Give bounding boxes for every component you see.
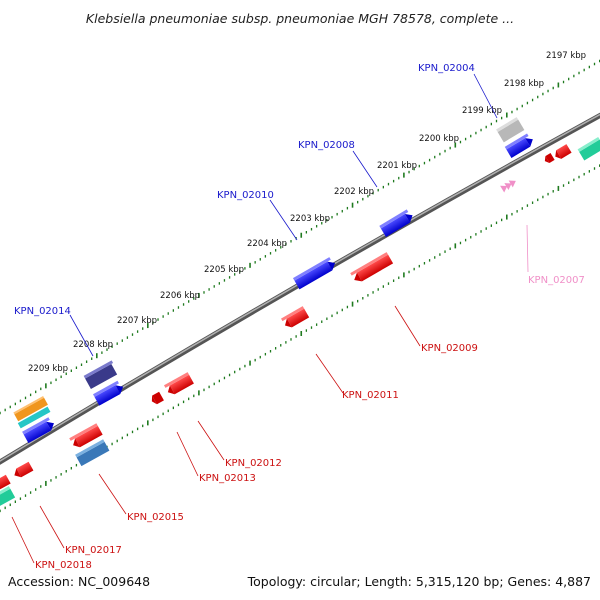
gene-arrow-kpn-02012 (164, 372, 194, 395)
gene-arrow-kpn-02007 (500, 180, 516, 193)
leader-lines (11, 73, 529, 564)
gene-arrow-cyan (17, 406, 51, 429)
ruler-label-2208: 2208 kbp (73, 340, 113, 350)
gene-label-kpn-02010[interactable]: KPN_02010 (217, 190, 274, 201)
gene-arrow-grey (496, 117, 525, 143)
gene-arrow-kpn-02013 (151, 391, 164, 405)
gene-label-kpn-02008[interactable]: KPN_02008 (298, 140, 355, 151)
ruler-label-2207: 2207 kbp (117, 316, 157, 326)
gene-label-kpn-02014[interactable]: KPN_02014 (14, 306, 71, 317)
gene-label-kpn-02007[interactable]: KPN_02007 (528, 275, 585, 286)
ruler-label-2199: 2199 kbp (462, 106, 502, 116)
gene-arrow-kpn-02004 (504, 133, 533, 158)
map-title: Klebsiella pneumoniae subsp. pneumoniae … (86, 11, 514, 26)
gene-label-kpn-02009[interactable]: KPN_02009 (421, 343, 478, 354)
gene-arrow-red-right (555, 144, 572, 159)
gene-labels: KPN_02004 KPN_02008 KPN_02010 KPN_02014 … (14, 63, 585, 571)
gene-arrow-kpn-02015 (69, 423, 103, 448)
gene-label-kpn-02017[interactable]: KPN_02017 (65, 545, 122, 556)
gene-label-kpn-02011[interactable]: KPN_02011 (342, 390, 399, 401)
gene-arrow-kpn-02019 (22, 417, 54, 444)
gene-arrow-kpn-02010 (292, 257, 336, 290)
ruler-label-2204: 2204 kbp (247, 239, 287, 249)
gene-arrow-teal-left (0, 486, 16, 510)
ruler-label-2202: 2202 kbp (334, 187, 374, 197)
gene-arrow-kpn-02011 (281, 306, 310, 328)
gene-label-kpn-02015[interactable]: KPN_02015 (127, 512, 184, 523)
accession-text: Accession: NC_009648 (8, 574, 150, 589)
gene-label-kpn-02013[interactable]: KPN_02013 (199, 473, 256, 484)
gene-arrow-kpn-02018 (0, 474, 11, 490)
gene-features (0, 117, 600, 510)
gene-arrow-orange (13, 395, 48, 422)
topology-summary: Topology: circular; Length: 5,315,120 bp… (247, 574, 591, 589)
gene-label-kpn-02004[interactable]: KPN_02004 (418, 63, 475, 74)
gene-arrow-kpn-02016 (93, 380, 124, 406)
gene-arrow-kpn-02014 (83, 360, 118, 390)
ruler-label-2201: 2201 kbp (377, 161, 417, 171)
gene-label-kpn-02018[interactable]: KPN_02018 (35, 560, 92, 571)
gene-arrow-kpn-02009 (350, 252, 394, 282)
gene-arrow-kpn-02008 (379, 209, 413, 238)
ruler-label-2200: 2200 kbp (419, 134, 459, 144)
ruler-label-2205: 2205 kbp (204, 265, 244, 275)
gene-arrow-kpn-02015b (75, 439, 110, 467)
ruler-labels: 2197 kbp 2198 kbp 2199 kbp 2200 kbp 2201… (28, 51, 586, 374)
gene-label-kpn-02012[interactable]: KPN_02012 (225, 458, 282, 469)
ruler-label-2198: 2198 kbp (504, 79, 544, 89)
gene-arrow-kpn-02017 (14, 461, 34, 478)
gene-arrow-teal-right (577, 136, 600, 161)
gene-arrow-red-right-small (544, 153, 555, 163)
ruler-label-2203: 2203 kbp (290, 214, 330, 224)
ruler-label-2209: 2209 kbp (28, 364, 68, 374)
ruler-label-2197: 2197 kbp (546, 51, 586, 61)
ruler-label-2206: 2206 kbp (160, 291, 200, 301)
